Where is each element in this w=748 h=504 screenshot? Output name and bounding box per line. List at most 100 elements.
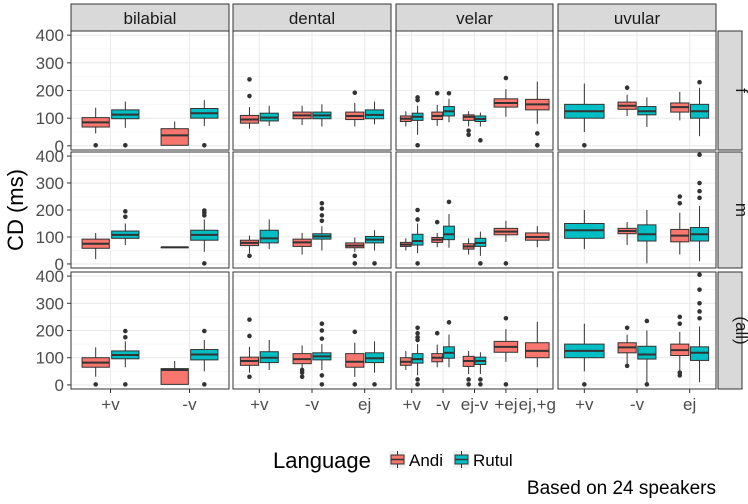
panel-border	[395, 151, 554, 269]
strip-background	[557, 3, 717, 32]
box-ej-v-andi	[462, 111, 475, 138]
y-tick-label: 100	[36, 349, 64, 368]
x-axis: +v -v +v -v ej +v -v ej-v +ej ej,+g +v -v ej	[101, 389, 696, 414]
outlier-point	[415, 325, 420, 331]
outlier-point	[319, 373, 325, 378]
caption: Based on 24 speakers	[527, 478, 716, 499]
box-ej-rutul	[689, 79, 710, 137]
box-+v-andi	[239, 317, 260, 380]
x-tick-label: +v	[575, 395, 594, 414]
box-ej-andi	[345, 90, 365, 127]
outlier-point	[247, 333, 252, 339]
x-tick-label: +v	[101, 395, 120, 414]
outlier-point	[697, 287, 702, 292]
y-tick-label: 0	[55, 255, 64, 274]
outlier-point	[202, 328, 207, 334]
outlier-point	[677, 314, 683, 320]
outlier-point	[697, 180, 702, 186]
y-axis-row-all: 0 100 200 300 400	[36, 267, 71, 395]
outlier-point	[535, 131, 540, 136]
box-ej-rutul	[689, 272, 710, 383]
outlier-point	[352, 329, 358, 335]
outlier-point	[202, 208, 207, 213]
y-axis-row-m: 0 100 200 300 400	[36, 147, 71, 274]
outlier-point	[478, 377, 483, 382]
x-tick-label: +v	[402, 395, 421, 414]
y-tick-label: 200	[36, 322, 64, 341]
box-+v-andi	[81, 232, 110, 260]
outlier-point	[624, 325, 630, 331]
outlier-point	[319, 336, 325, 341]
y-tick-label: 0	[55, 137, 64, 156]
x-tick-label: -v	[630, 395, 645, 414]
y-tick-label: 200	[36, 82, 64, 101]
outlier-point	[677, 321, 683, 326]
outlier-point	[93, 142, 98, 148]
panel-uvular-all	[558, 272, 716, 389]
x-tick-label: -v	[182, 395, 197, 414]
box-+v-rutul	[259, 105, 279, 126]
y-tick-label: 400	[36, 147, 64, 166]
y-tick-label: 300	[36, 54, 64, 73]
x-tick-label: +ej	[494, 395, 517, 414]
strip-label: (all)	[732, 316, 748, 344]
box-body	[411, 233, 424, 246]
box--v-rutul	[190, 208, 219, 266]
panel-border	[232, 151, 392, 269]
box-+v-rutul	[111, 101, 140, 148]
panel-uvular-m	[558, 152, 716, 268]
strip-label: f	[732, 88, 748, 93]
outlier-point	[415, 382, 420, 387]
outlier-point	[677, 194, 683, 199]
outlier-point	[247, 317, 252, 322]
outlier-point	[415, 330, 420, 336]
outlier-point	[123, 335, 128, 340]
outlier-point	[624, 85, 630, 91]
outlier-point	[644, 318, 650, 324]
outlier-point	[299, 374, 305, 380]
box-+ej-andi	[493, 75, 519, 117]
panel-bilabial-f	[71, 31, 229, 150]
outlier-point	[503, 382, 509, 387]
strip-label: velar	[456, 9, 493, 28]
outlier-point	[503, 75, 509, 81]
x-tick-label: ej-v	[461, 395, 489, 414]
strip-background	[232, 3, 392, 32]
outlier-point	[123, 209, 128, 214]
panel-velar-all	[396, 272, 553, 389]
outlier-point	[466, 128, 471, 133]
outlier-point	[697, 315, 702, 321]
box--v-andi	[617, 222, 637, 246]
outlier-point	[466, 382, 471, 387]
x-axis-velar: +v -v ej-v +ej ej,+g	[402, 389, 556, 414]
outlier-point	[123, 328, 128, 334]
box--v-rutul	[637, 210, 657, 264]
x-tick-label: +v	[250, 395, 269, 414]
box--v-andi	[160, 121, 189, 146]
box--v-rutul	[312, 321, 332, 387]
outlier-point	[697, 309, 702, 314]
box-body	[637, 345, 657, 360]
box--v-andi	[431, 330, 444, 368]
x-axis-bilabial: +v -v	[101, 389, 197, 414]
box-ej-rutul	[364, 341, 385, 387]
box-ej-v-rutul	[474, 112, 487, 143]
box--v-rutul	[637, 318, 657, 387]
outlier-point	[202, 261, 207, 266]
outlier-point	[415, 335, 420, 340]
x-tick-label: -v	[436, 395, 451, 414]
box-+v-rutul	[411, 207, 424, 266]
box-ej-v-andi	[462, 350, 475, 387]
box-+v-andi	[399, 350, 412, 370]
strip-label: uvular	[614, 9, 661, 28]
outlier-point	[446, 199, 452, 205]
panel-border	[557, 151, 717, 269]
box--v-andi	[292, 345, 312, 380]
y-axis-title: CD (ms)	[3, 169, 28, 251]
x-tick-label: ej	[683, 395, 696, 414]
outlier-point	[446, 90, 452, 96]
box-ej-andi	[670, 314, 690, 378]
panel-velar-f	[396, 31, 553, 150]
outlier-point	[697, 300, 702, 306]
outlier-point	[446, 320, 452, 325]
